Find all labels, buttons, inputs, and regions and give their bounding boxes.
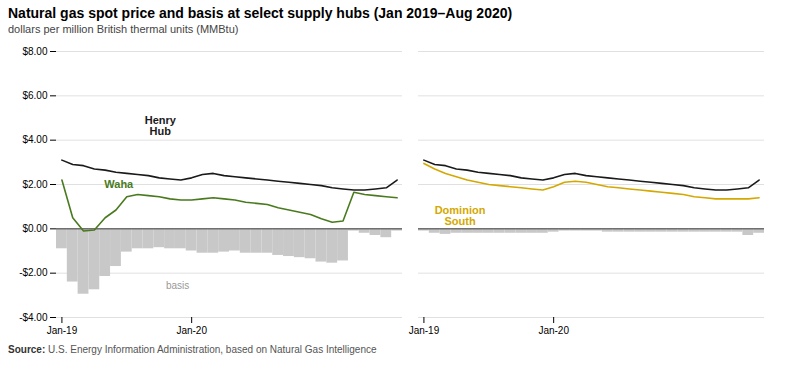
html-text:Natural gas spot price and bas: Natural gas spot price and basis at sele… [8, 5, 513, 21]
svg-text:$4.00: $4.00 [22, 134, 47, 145]
svg-text:Jan-19: Jan-19 [409, 325, 440, 336]
svg-text:$0.00: $0.00 [22, 223, 47, 234]
svg-text:basis: basis [166, 280, 189, 291]
svg-text:$6.00: $6.00 [22, 90, 47, 101]
svg-text:DominionSouth: DominionSouth [435, 204, 486, 227]
svg-text:Waha: Waha [104, 178, 134, 190]
svg-text:Jan-20: Jan-20 [538, 325, 569, 336]
svg-text:$8.00: $8.00 [22, 46, 47, 57]
svg-text:HenryHub: HenryHub [145, 114, 177, 137]
html-text:Source: U.S. Energy Informatio: Source: U.S. Energy Information Administ… [8, 344, 377, 355]
html-text:dollars per million British th: dollars per million British thermal unit… [8, 23, 239, 35]
svg-text:-$4.00: -$4.00 [19, 312, 48, 323]
svg-text:Jan-19: Jan-19 [47, 325, 78, 336]
svg-text:Jan-20: Jan-20 [176, 325, 207, 336]
svg-text:$2.00: $2.00 [22, 179, 47, 190]
svg-text:-$2.00: -$2.00 [19, 267, 48, 278]
